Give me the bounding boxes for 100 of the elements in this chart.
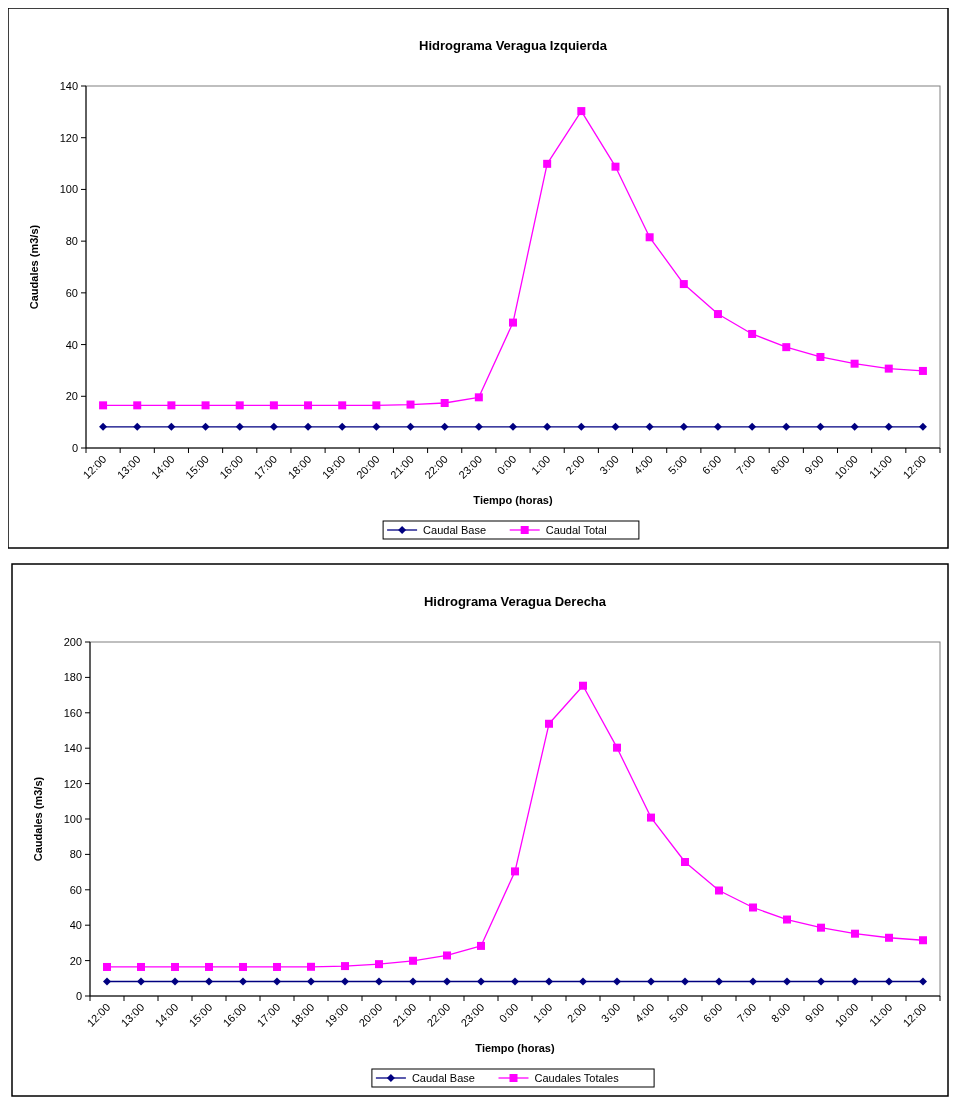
y-tick-label: 160: [63, 706, 82, 719]
y-tick-label: 20: [65, 390, 78, 403]
x-tick-label: 4:00: [632, 1000, 657, 1025]
point: [613, 743, 621, 752]
point: [171, 977, 179, 986]
y-tick-label: 120: [63, 777, 82, 790]
point: [748, 422, 757, 431]
x-tick-label: 3:00: [598, 1000, 623, 1025]
point: [884, 364, 893, 373]
x-tick-label: 7:00: [734, 1000, 759, 1025]
point: [338, 422, 347, 431]
point: [611, 162, 620, 171]
point: [918, 366, 927, 375]
point: [477, 941, 485, 950]
point: [338, 401, 347, 410]
point: [749, 903, 757, 912]
x-tick-label: 8:00: [768, 1000, 793, 1025]
point: [133, 422, 142, 431]
y-tick-label: 140: [63, 742, 82, 755]
x-tick-label: 5:00: [665, 452, 690, 477]
x-tick-label: 5:00: [666, 1000, 691, 1025]
point: [99, 401, 108, 410]
point: [304, 401, 313, 410]
point: [679, 280, 688, 289]
point: [884, 422, 893, 431]
point: [713, 310, 722, 319]
point: [205, 962, 213, 971]
point: [577, 107, 586, 116]
point: [235, 422, 244, 431]
point: [372, 422, 381, 431]
point: [372, 401, 381, 410]
point: [918, 422, 927, 431]
point: [137, 977, 145, 986]
point: [611, 422, 620, 431]
point: [167, 422, 176, 431]
point: [647, 813, 655, 822]
point: [409, 977, 417, 986]
point: [816, 422, 825, 431]
point: [474, 393, 483, 402]
point: [304, 422, 313, 431]
point: [99, 422, 108, 431]
point: [613, 977, 621, 986]
y-tick-label: 60: [65, 286, 78, 299]
point: [851, 929, 859, 938]
point: [406, 422, 415, 431]
point: [817, 923, 825, 932]
point: [681, 977, 689, 986]
point: [341, 977, 349, 986]
y-tick-label: 0: [71, 442, 78, 454]
point: [919, 977, 927, 986]
point: [543, 159, 552, 168]
point: [681, 858, 689, 867]
point: [201, 401, 210, 410]
point: [440, 422, 449, 431]
point: [205, 977, 213, 986]
legend-label: Caudales Totales: [534, 1072, 620, 1084]
point: [645, 422, 654, 431]
y-tick-label: 0: [75, 990, 82, 1002]
point: [748, 329, 757, 338]
point: [167, 401, 176, 410]
point: [443, 977, 451, 986]
point: [816, 352, 825, 361]
point: [341, 962, 349, 971]
point: [679, 422, 688, 431]
point: [511, 977, 519, 986]
point: [239, 977, 247, 986]
point: [171, 962, 179, 971]
x-tick-label: 9:00: [802, 452, 826, 477]
point: [850, 359, 859, 368]
point: [201, 422, 210, 431]
point: [509, 318, 517, 327]
x-tick-label: 4:00: [631, 452, 656, 477]
chart-title: Hidrograma Veragua Izquierda: [419, 38, 608, 53]
point: [375, 977, 383, 986]
y-tick-label: 180: [63, 671, 82, 684]
point: [817, 977, 825, 986]
point: [307, 962, 315, 971]
point: [713, 422, 722, 431]
legend-label: Caudal Base: [411, 1072, 475, 1084]
y-tick-label: 40: [65, 338, 78, 351]
y-tick-label: 60: [69, 883, 82, 896]
x-tick-label: 6:00: [699, 452, 724, 477]
point: [919, 936, 927, 945]
point: [103, 962, 111, 971]
y-tick-label: 100: [63, 813, 82, 825]
chart-title: Hidrograma Veragua Derecha: [423, 594, 607, 609]
point: [782, 422, 791, 431]
point: [885, 977, 893, 986]
point: [269, 422, 278, 431]
x-axis-title: Tiempo (horas): [475, 1042, 555, 1054]
point: [137, 962, 145, 971]
point: [133, 401, 142, 410]
y-tick-label: 20: [69, 954, 82, 967]
x-tick-label: 9:00: [802, 1000, 827, 1025]
point: [543, 422, 552, 431]
x-tick-label: 7:00: [733, 452, 758, 477]
point: [851, 977, 859, 986]
point: [406, 400, 415, 409]
y-tick-label: 120: [59, 131, 78, 144]
point: [715, 977, 723, 986]
